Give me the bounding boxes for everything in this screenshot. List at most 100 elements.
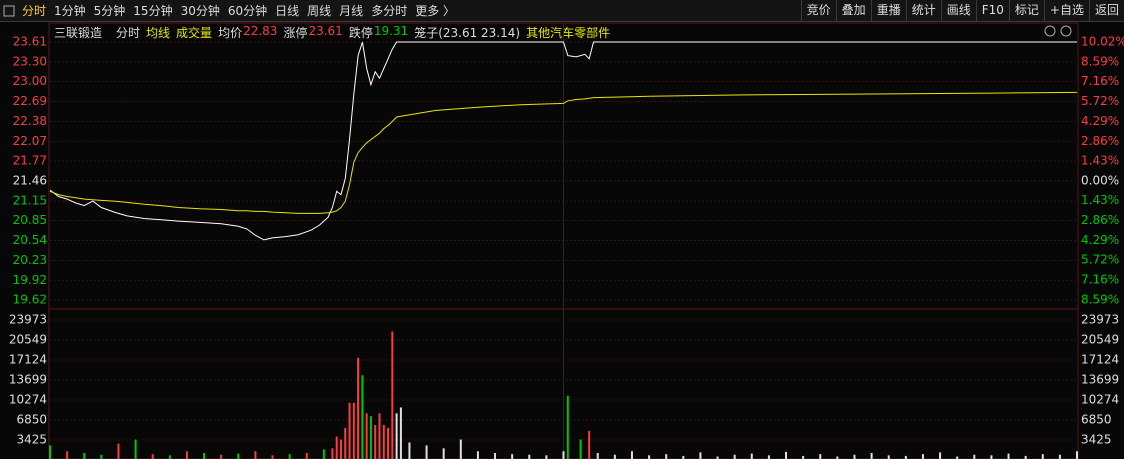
y-tick-label: 21.15 xyxy=(13,194,47,208)
volume-bar xyxy=(459,439,462,459)
volume-bar xyxy=(395,413,398,459)
minus-icon[interactable] xyxy=(1060,25,1072,37)
y2-tick-label: 5.72% xyxy=(1081,253,1119,267)
volume-bar xyxy=(348,402,351,459)
volume-bar xyxy=(331,448,334,459)
volume-bar xyxy=(819,454,822,459)
y2-tick-label: 7.16% xyxy=(1081,273,1119,287)
y-tick-label: 21.46 xyxy=(13,174,47,188)
y2-tick-label: 7.16% xyxy=(1081,74,1119,88)
y-tick-label: 22.07 xyxy=(13,134,47,148)
tab[interactable]: 周线 xyxy=(307,4,332,18)
tab[interactable]: 60分钟 xyxy=(227,4,268,18)
y-tick-label: 23.00 xyxy=(13,74,47,88)
volume-bar xyxy=(699,452,702,459)
volume-bar xyxy=(339,439,342,459)
toolbar-button[interactable]: 标记 xyxy=(1008,0,1044,22)
volume-bar xyxy=(378,413,381,459)
toolbar-button[interactable]: 重播 xyxy=(870,0,906,22)
toolbar-button[interactable]: 画线 xyxy=(940,0,976,22)
volume-bar xyxy=(613,454,616,459)
y2-tick-label: 8.59% xyxy=(1081,54,1119,68)
y2-tick-label: 1.43% xyxy=(1081,154,1119,168)
volume-bar xyxy=(117,443,120,459)
y-tick-label-right: 17124 xyxy=(1081,352,1119,366)
volume-bar xyxy=(588,430,591,459)
volume-bar xyxy=(939,452,942,459)
volume-bar xyxy=(990,455,993,459)
volume-bar xyxy=(733,454,736,459)
tab[interactable]: 更多 〉 xyxy=(415,4,456,18)
tab[interactable]: 多分时 xyxy=(371,4,408,18)
toolbar-button[interactable]: 统计 xyxy=(905,0,941,22)
y-tick-label-right: 23973 xyxy=(1081,313,1119,327)
volume-bar xyxy=(66,451,69,459)
y-tick-label: 20.54 xyxy=(13,233,47,247)
tab[interactable]: 1分钟 xyxy=(54,4,86,18)
tab[interactable]: 15分钟 xyxy=(133,4,173,18)
volume-bar xyxy=(100,454,103,459)
y2-tick-label: 4.29% xyxy=(1081,114,1119,128)
option-icons xyxy=(1044,25,1072,37)
volume-bar xyxy=(785,451,788,459)
volume-bar xyxy=(203,452,206,459)
y-tick-label: 17124 xyxy=(9,352,47,366)
volume-bar xyxy=(562,451,565,459)
y-tick-label: 13699 xyxy=(9,372,47,386)
y2-tick-label: 4.29% xyxy=(1081,233,1119,247)
volume-bar xyxy=(545,455,548,459)
volume-bar xyxy=(408,442,411,459)
volume-bar xyxy=(254,451,257,459)
volume-bar xyxy=(387,427,390,459)
toolbar-button[interactable]: 叠加 xyxy=(835,0,871,22)
volume-bar xyxy=(374,424,377,459)
volume-bar xyxy=(288,454,291,459)
y-tick-label: 20.23 xyxy=(13,253,47,267)
volume-bar xyxy=(767,455,770,459)
y-tick-label: 23.30 xyxy=(13,55,47,69)
tab[interactable]: 5分钟 xyxy=(93,4,126,18)
toolbar-button[interactable]: +自选 xyxy=(1043,0,1089,22)
y-tick-label: 22.38 xyxy=(13,114,47,128)
volume-bar xyxy=(365,413,368,459)
price-line xyxy=(49,91,1078,214)
volume-bar xyxy=(579,439,582,459)
add-icon[interactable] xyxy=(1044,25,1056,37)
tab[interactable]: 分时 xyxy=(22,4,47,18)
toolbar: 分时 1分钟 5分钟 15分钟 30分钟 60分钟 日线 周线 月线 多分时 更多 〉 竞价 叠加 重播… xyxy=(0,0,1124,22)
toolbar-button[interactable]: 竞价 xyxy=(800,0,836,22)
volume-bar xyxy=(442,448,445,459)
menu-icon[interactable] xyxy=(0,0,18,22)
tab[interactable]: 30分钟 xyxy=(180,4,220,18)
tab[interactable]: 日线 xyxy=(275,4,300,18)
toolbar-button[interactable]: F10 xyxy=(975,0,1009,22)
volume-bar xyxy=(391,331,394,459)
y-tick-label: 3425 xyxy=(16,432,47,446)
tab[interactable]: 月线 xyxy=(339,4,364,18)
y2-tick-label: 0.00% xyxy=(1081,173,1119,187)
volume-bar xyxy=(887,455,890,459)
toolbar-button[interactable]: 返回 xyxy=(1088,0,1124,22)
volume-bar xyxy=(305,452,308,459)
volume-bar xyxy=(352,402,355,459)
y-tick-label-right: 10274 xyxy=(1081,393,1119,407)
volume-bar xyxy=(237,453,240,459)
volume-bar xyxy=(399,407,402,459)
volume-bar xyxy=(648,455,651,459)
y-tick-label: 23973 xyxy=(9,313,47,327)
volume-bar xyxy=(185,451,188,459)
volume-bar xyxy=(49,445,51,459)
volume-bar xyxy=(750,453,753,459)
volume-bar xyxy=(271,455,274,459)
volume-bar xyxy=(335,436,338,459)
y-tick-label: 19.92 xyxy=(13,273,47,287)
y-tick-label-right: 3425 xyxy=(1081,432,1112,446)
volume-bar xyxy=(630,451,633,459)
volume-bar xyxy=(921,454,924,459)
volume-bar xyxy=(322,449,325,459)
y-tick-label: 22.69 xyxy=(13,94,47,108)
volume-bar xyxy=(1058,454,1061,459)
y-tick-label-right: 6850 xyxy=(1081,412,1112,426)
volume-bar xyxy=(83,452,86,459)
